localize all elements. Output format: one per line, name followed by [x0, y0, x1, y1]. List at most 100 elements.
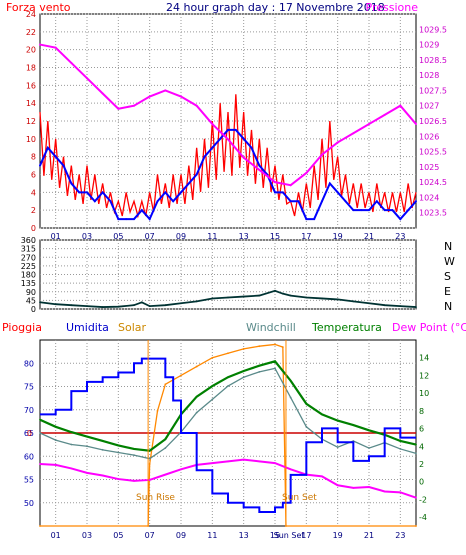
temp-ytick-label: 4 — [419, 442, 424, 451]
pressure-ytick-label: 1025.5 — [419, 148, 447, 157]
dew-point-line-point — [289, 468, 292, 471]
dir-ytick-label: 225 — [21, 262, 36, 271]
temp-ytick-label: 10 — [419, 389, 429, 398]
dew-point-line-point — [101, 474, 104, 477]
pressure-point — [148, 95, 151, 98]
humidity-ytick-label: 60 — [24, 452, 34, 461]
temp-ytick-label: -2 — [419, 495, 427, 504]
windchill-line-point — [399, 448, 402, 450]
wind-direction-point — [321, 297, 323, 300]
top-chart-title: 24 hour graph day : 17 Novembre 2018 — [166, 1, 385, 14]
wind-average-point — [313, 218, 316, 221]
wind-direction-point — [242, 295, 245, 298]
pressure-point — [227, 138, 229, 141]
temp-ytick-label: 6 — [419, 425, 424, 434]
wind-average-point — [93, 200, 96, 203]
humidity-line — [40, 357, 416, 514]
wind-direction-point — [133, 304, 135, 307]
temp-ytick-label: 8 — [419, 407, 424, 416]
temp-xtick-label: 01 — [51, 531, 61, 540]
humidity-ytick-label: 80 — [24, 359, 34, 368]
legend-temperatura: Temperatura — [311, 321, 382, 334]
dew-point-line-point — [399, 491, 402, 494]
wind-average-point — [203, 155, 206, 158]
legend-windchill: Windchill — [246, 321, 296, 334]
legend-pioggia: Pioggia — [2, 321, 42, 334]
ticks-layer: 0246810121416182022241023.510241024.5102… — [21, 10, 447, 540]
pressure-point — [242, 156, 245, 159]
pressure-ytick-label: 1027 — [419, 102, 439, 111]
dew-point-line-point — [336, 484, 339, 487]
wind-average-point — [156, 200, 159, 203]
temperature-line-point — [336, 419, 339, 422]
pressure-point — [383, 113, 386, 116]
wind-xtick-label: 05 — [113, 232, 123, 241]
pressure-label: Pressione — [366, 1, 419, 14]
wind-direction-point — [399, 305, 402, 308]
temp-xtick-label: 09 — [176, 531, 186, 540]
windchill-line-point — [242, 376, 245, 379]
windchill-line-point — [164, 447, 167, 449]
dew-point-line-point — [242, 458, 245, 461]
wind-direction-point — [383, 304, 386, 307]
wind-ytick-label: 16 — [26, 81, 36, 90]
wind-xtick-label: 21 — [364, 232, 374, 241]
windchill-line-point — [258, 370, 261, 373]
wind-direction-point — [39, 301, 41, 304]
temperature-line-point — [242, 370, 245, 372]
wind-average-point — [321, 200, 323, 203]
wind-average-point — [54, 155, 57, 158]
pressure-ytick-label: 1023.5 — [419, 209, 447, 218]
pressure-point — [305, 171, 308, 174]
wind-ytick-label: 14 — [26, 99, 36, 108]
dew-point-line-point — [227, 460, 229, 463]
windchill-line-point — [133, 454, 135, 457]
wind-average-point — [415, 200, 417, 203]
wind-average-point — [109, 200, 112, 203]
legend-solar: Solar — [118, 321, 147, 334]
pressure-ytick-label: 1029 — [419, 41, 439, 50]
wind-direction-point — [227, 296, 229, 299]
humidity-ytick-label: 70 — [24, 406, 34, 415]
dew-point-line-point — [321, 475, 323, 478]
wind-average-point — [258, 164, 261, 167]
solar-line-point — [258, 345, 261, 348]
humidity-ytick-label: 50 — [24, 499, 34, 508]
wind-average-point — [234, 128, 237, 131]
wind-average-point — [274, 191, 276, 194]
windchill-line-point — [86, 445, 88, 448]
dew-point-line-point — [70, 467, 73, 470]
pressure-ytick-label: 1025 — [419, 163, 439, 172]
temp-xtick-label: 11 — [207, 531, 217, 540]
humidity-ytick-label: 75 — [24, 383, 34, 392]
solar-line-point — [180, 374, 182, 377]
pressure-ytick-label: 1024 — [419, 193, 439, 202]
wind-average-point — [227, 128, 229, 131]
wind-direction-point — [336, 298, 339, 301]
temperature-line-point — [195, 395, 198, 398]
temperature-line-point — [117, 444, 120, 447]
windchill-line-point — [117, 451, 120, 454]
temp-xtick-label: Sun Set — [274, 531, 305, 540]
temp-xtick-label: 13 — [239, 531, 249, 540]
dew-point-line-point — [368, 486, 370, 488]
wind-average-point — [360, 209, 363, 212]
wind-direction-point — [352, 300, 355, 303]
solar-line-point — [195, 365, 198, 368]
wind-ytick-label: 6 — [31, 171, 36, 180]
wind-average-point — [187, 182, 190, 185]
pressure-point — [117, 107, 120, 110]
wind-average-point — [70, 182, 73, 185]
wind-direction-point — [274, 289, 276, 292]
compass-s: S — [444, 270, 451, 283]
wind-average-point — [125, 218, 128, 221]
pressure-ytick-label: 1028 — [419, 71, 439, 80]
pressure-point — [415, 123, 417, 126]
windchill-line-point — [70, 443, 73, 446]
pressure-point — [164, 89, 167, 92]
wind-xtick-label: 03 — [82, 232, 92, 241]
pressure-point — [70, 61, 73, 64]
temperature-line-point — [39, 418, 41, 421]
